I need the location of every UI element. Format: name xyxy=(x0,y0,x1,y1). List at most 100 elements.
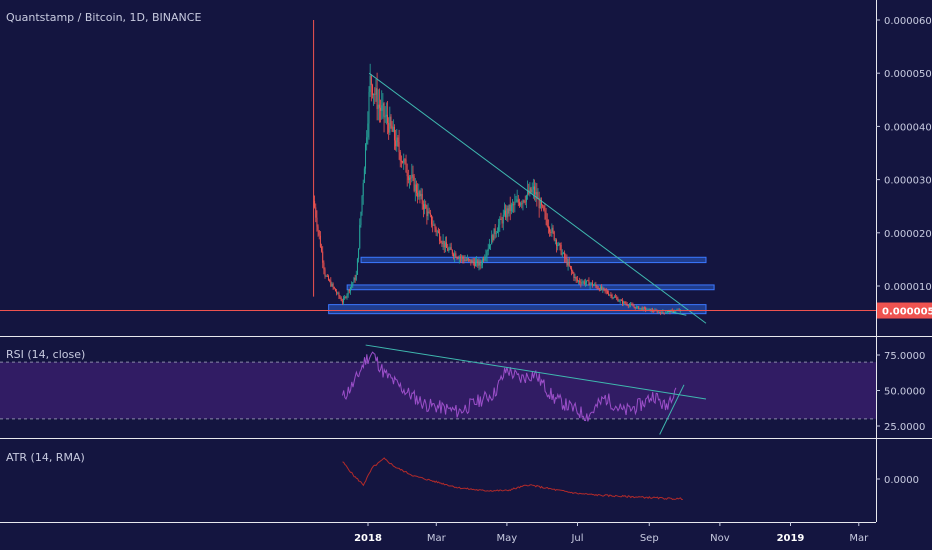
candle-body xyxy=(315,207,317,218)
candle-body xyxy=(553,231,555,241)
candle-body xyxy=(358,248,360,259)
chart-title: Quantstamp / Bitcoin, 1D, BINANCE xyxy=(6,11,201,24)
candle-body xyxy=(432,224,434,226)
candle-body xyxy=(448,249,450,251)
candle-body xyxy=(657,311,659,313)
candle-body xyxy=(481,259,483,265)
candle-body xyxy=(660,312,662,314)
candle-body xyxy=(365,144,367,169)
price-tick-label: 0.00005000 xyxy=(884,69,932,80)
candle-body xyxy=(556,239,558,246)
candle-body xyxy=(454,253,456,257)
candle-body xyxy=(613,296,615,298)
candle-body xyxy=(626,303,628,306)
candle-body xyxy=(431,215,433,225)
candle-body xyxy=(574,277,576,278)
rsi-tick-label: 25.0000 xyxy=(884,422,925,433)
candle-body xyxy=(339,296,341,299)
candle-body xyxy=(376,88,378,109)
candle-body xyxy=(543,206,545,211)
candle-body xyxy=(600,286,601,291)
candle-body xyxy=(505,210,507,218)
candle-body xyxy=(353,277,355,283)
candle-body xyxy=(617,298,619,302)
candle-body xyxy=(439,232,441,241)
candle-body xyxy=(580,282,582,284)
candle-body xyxy=(387,114,389,123)
candle-body xyxy=(381,105,383,111)
candle-body xyxy=(385,114,387,117)
candle-body xyxy=(559,243,561,245)
candle-body xyxy=(593,285,595,286)
candle-body xyxy=(413,176,415,191)
candle-body xyxy=(345,296,347,298)
candle-body xyxy=(485,255,487,258)
candle-body xyxy=(400,160,402,162)
candle-body xyxy=(562,252,564,254)
candle-body xyxy=(670,310,672,313)
time-tick-label: 2019 xyxy=(777,533,805,544)
candle-body xyxy=(354,277,356,280)
candle-body xyxy=(417,192,419,197)
candle-body xyxy=(616,297,618,299)
time-tick-label: Mar xyxy=(427,533,447,544)
candle-body xyxy=(378,104,380,108)
candle-body xyxy=(558,243,560,246)
candle-body xyxy=(393,126,395,141)
candle-body xyxy=(590,282,592,284)
candle-body xyxy=(578,280,580,282)
candle-body xyxy=(602,287,604,290)
candle-body xyxy=(518,202,520,206)
candle-body xyxy=(581,282,583,284)
candle-body xyxy=(375,88,377,95)
candle-body xyxy=(631,304,633,305)
candle-body xyxy=(324,269,326,277)
candle-body xyxy=(380,107,382,111)
candle-body xyxy=(458,257,460,259)
candle-body xyxy=(674,311,676,313)
candle-body xyxy=(468,258,470,260)
candle-body xyxy=(449,247,451,250)
candle-body xyxy=(597,288,599,289)
candle-body xyxy=(373,93,375,96)
candle-body xyxy=(525,195,527,202)
candle-body xyxy=(603,287,605,289)
candle-body xyxy=(450,247,452,251)
candle-body xyxy=(667,311,669,313)
candle-body xyxy=(411,174,413,178)
trendline xyxy=(368,72,707,324)
candle-body xyxy=(480,264,482,266)
candle-body xyxy=(575,277,577,280)
candle-body xyxy=(627,305,629,307)
candle-body xyxy=(539,200,541,209)
candle-body xyxy=(404,159,406,161)
time-tick-label: Jul xyxy=(570,533,583,544)
last-price-badge xyxy=(877,302,932,319)
candle-body xyxy=(508,204,510,214)
candle-body xyxy=(576,279,578,281)
candle-body xyxy=(615,296,617,298)
candle-body xyxy=(419,191,421,197)
candle-body xyxy=(596,286,598,289)
rsi-tick-label: 75.0000 xyxy=(884,351,925,362)
candle-body xyxy=(507,208,509,214)
candle-body xyxy=(424,204,426,210)
candle-body xyxy=(466,258,468,261)
rsi-band xyxy=(0,362,876,419)
candle-body xyxy=(598,288,600,291)
candle-body xyxy=(494,228,496,234)
candle-body xyxy=(331,283,333,287)
candle-body xyxy=(471,260,473,264)
candle-body xyxy=(642,307,644,310)
candle-body xyxy=(316,217,318,227)
candle-body xyxy=(568,261,570,266)
candle-body xyxy=(395,140,397,147)
candle-body xyxy=(534,186,536,195)
candle-body xyxy=(338,292,340,297)
candle-body xyxy=(367,123,369,138)
candle-body xyxy=(446,242,448,248)
candle-body xyxy=(340,298,342,301)
candle-body xyxy=(429,212,431,216)
